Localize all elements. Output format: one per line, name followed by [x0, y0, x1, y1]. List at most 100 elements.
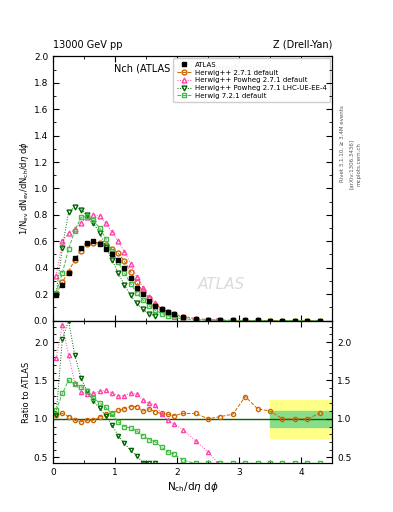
- Herwig++ 2.7.1 default: [280, 317, 285, 324]
- Herwig++ 2.7.1 default: [79, 247, 83, 253]
- Herwig++ 2.7.1 default: [134, 279, 139, 285]
- ATLAS: [134, 285, 139, 291]
- Herwig++ Powheg 2.7.1 LHC-UE-EE-4: [103, 244, 108, 250]
- Herwig++ 2.7.1 default: [218, 317, 223, 323]
- Line: Herwig 7.2.1 default: Herwig 7.2.1 default: [54, 214, 322, 323]
- Herwig++ 2.7.1 default: [193, 315, 198, 322]
- Text: ATLAS: ATLAS: [198, 277, 245, 292]
- ATLAS: [305, 317, 310, 324]
- Herwig++ Powheg 2.7.1 default: [206, 317, 210, 323]
- ATLAS: [280, 317, 285, 324]
- ATLAS: [292, 317, 297, 324]
- Herwig++ Powheg 2.7.1 default: [91, 212, 96, 218]
- Herwig++ 2.7.1 default: [159, 306, 164, 312]
- Herwig++ 2.7.1 default: [268, 317, 272, 324]
- Herwig 7.2.1 default: [103, 236, 108, 242]
- Herwig++ Powheg 2.7.1 LHC-UE-EE-4: [134, 301, 139, 307]
- Herwig++ Powheg 2.7.1 LHC-UE-EE-4: [60, 245, 65, 251]
- Herwig++ 2.7.1 default: [292, 317, 297, 324]
- Herwig 7.2.1 default: [317, 317, 322, 324]
- Herwig++ 2.7.1 default: [85, 241, 90, 247]
- Herwig++ Powheg 2.7.1 default: [134, 274, 139, 280]
- Herwig++ 2.7.1 default: [141, 288, 145, 294]
- ATLAS: [165, 309, 170, 315]
- Herwig++ Powheg 2.7.1 default: [110, 229, 114, 235]
- ATLAS: [91, 238, 96, 244]
- ATLAS: [218, 317, 223, 323]
- Herwig++ Powheg 2.7.1 default: [181, 314, 185, 321]
- Herwig++ 2.7.1 default: [60, 279, 65, 285]
- Herwig++ 2.7.1 default: [243, 317, 248, 324]
- ATLAS: [243, 317, 248, 324]
- ATLAS: [159, 306, 164, 312]
- Herwig++ Powheg 2.7.1 LHC-UE-EE-4: [141, 306, 145, 312]
- Herwig++ Powheg 2.7.1 default: [193, 316, 198, 322]
- Herwig++ Powheg 2.7.1 default: [79, 220, 83, 226]
- Herwig 7.2.1 default: [97, 225, 102, 231]
- ATLAS: [116, 257, 121, 263]
- Herwig++ Powheg 2.7.1 LHC-UE-EE-4: [66, 209, 71, 215]
- ATLAS: [172, 311, 176, 317]
- Line: Herwig++ Powheg 2.7.1 LHC-UE-EE-4: Herwig++ Powheg 2.7.1 LHC-UE-EE-4: [54, 204, 158, 319]
- Herwig 7.2.1 default: [116, 260, 121, 266]
- Herwig 7.2.1 default: [268, 317, 272, 324]
- Herwig++ Powheg 2.7.1 default: [153, 301, 158, 307]
- Herwig++ Powheg 2.7.1 default: [54, 272, 59, 279]
- Herwig++ 2.7.1 default: [116, 250, 121, 256]
- ATLAS: [66, 270, 71, 276]
- Herwig 7.2.1 default: [243, 317, 248, 324]
- Text: Nch (ATLAS UE in Z\,production): Nch (ATLAS UE in Z\,production): [114, 64, 271, 74]
- ATLAS: [103, 246, 108, 252]
- ATLAS: [72, 255, 77, 262]
- ATLAS: [141, 291, 145, 297]
- Herwig++ Powheg 2.7.1 default: [103, 220, 108, 226]
- Herwig++ Powheg 2.7.1 default: [172, 312, 176, 318]
- ATLAS: [153, 303, 158, 309]
- Herwig++ Powheg 2.7.1 LHC-UE-EE-4: [153, 313, 158, 319]
- Herwig 7.2.1 default: [305, 317, 310, 324]
- Y-axis label: 1/N$_{\rm ev}$ dN$_{\rm ev}$/dN$_{\rm ch}$/d$\eta$ d$\phi$: 1/N$_{\rm ev}$ dN$_{\rm ev}$/dN$_{\rm ch…: [18, 141, 31, 236]
- Herwig++ Powheg 2.7.1 default: [72, 226, 77, 232]
- Line: ATLAS: ATLAS: [54, 239, 322, 323]
- ATLAS: [85, 240, 90, 246]
- Herwig++ Powheg 2.7.1 LHC-UE-EE-4: [85, 212, 90, 218]
- Herwig++ 2.7.1 default: [110, 246, 114, 252]
- ATLAS: [317, 317, 322, 324]
- Herwig++ Powheg 2.7.1 default: [122, 249, 127, 255]
- Herwig++ 2.7.1 default: [255, 317, 260, 324]
- Herwig 7.2.1 default: [206, 317, 210, 323]
- Herwig++ Powheg 2.7.1 default: [66, 230, 71, 237]
- Herwig++ 2.7.1 default: [231, 317, 235, 324]
- Herwig++ Powheg 2.7.1 default: [165, 309, 170, 315]
- Herwig++ 2.7.1 default: [128, 269, 133, 275]
- Herwig++ Powheg 2.7.1 default: [215, 317, 220, 324]
- Herwig++ Powheg 2.7.1 LHC-UE-EE-4: [54, 291, 59, 297]
- Herwig++ 2.7.1 default: [91, 240, 96, 246]
- ATLAS: [147, 297, 152, 304]
- Text: [arXiv:1306.3436]: [arXiv:1306.3436]: [349, 139, 353, 189]
- Herwig++ 2.7.1 default: [72, 257, 77, 263]
- Herwig++ 2.7.1 default: [122, 258, 127, 264]
- Herwig++ Powheg 2.7.1 LHC-UE-EE-4: [91, 220, 96, 226]
- Herwig 7.2.1 default: [292, 317, 297, 324]
- Herwig++ Powheg 2.7.1 LHC-UE-EE-4: [72, 204, 77, 210]
- Herwig 7.2.1 default: [280, 317, 285, 324]
- Herwig++ 2.7.1 default: [147, 295, 152, 301]
- ATLAS: [54, 292, 59, 298]
- Herwig 7.2.1 default: [172, 314, 176, 321]
- Herwig++ Powheg 2.7.1 default: [128, 261, 133, 267]
- Herwig++ Powheg 2.7.1 LHC-UE-EE-4: [116, 270, 121, 276]
- Herwig 7.2.1 default: [165, 313, 170, 319]
- Herwig 7.2.1 default: [193, 317, 198, 323]
- ATLAS: [110, 251, 114, 258]
- Herwig++ 2.7.1 default: [305, 317, 310, 324]
- ATLAS: [231, 317, 235, 324]
- Herwig++ 2.7.1 default: [165, 309, 170, 315]
- Herwig 7.2.1 default: [141, 297, 145, 303]
- ATLAS: [122, 265, 127, 271]
- X-axis label: N$_{\rm ch}$/d$\eta$ d$\phi$: N$_{\rm ch}$/d$\eta$ d$\phi$: [167, 480, 219, 494]
- Herwig 7.2.1 default: [60, 270, 65, 276]
- ATLAS: [255, 317, 260, 324]
- ATLAS: [60, 282, 65, 288]
- Herwig 7.2.1 default: [79, 215, 83, 221]
